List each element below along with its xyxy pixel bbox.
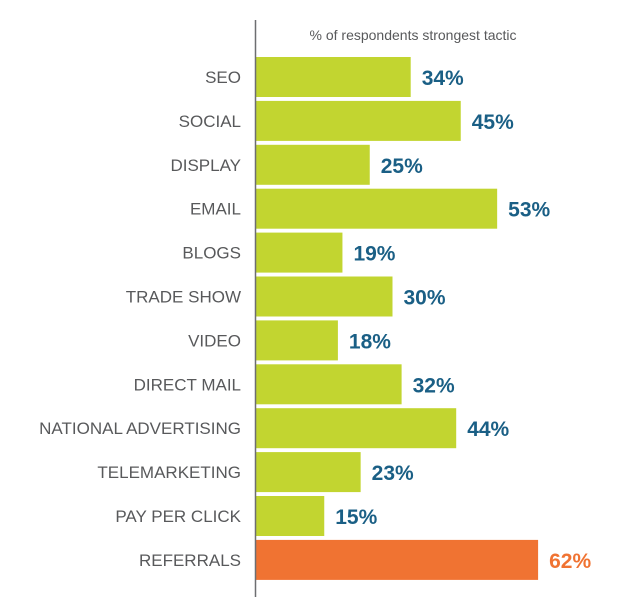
category-label-social: SOCIAL [179, 112, 241, 131]
category-label-seo: SEO [205, 68, 241, 87]
value-label-national-advertising: 44% [467, 418, 509, 441]
bar-pay-per-click [256, 496, 325, 536]
bar-social [256, 100, 461, 141]
category-label-trade-show: TRADE SHOW [126, 288, 241, 307]
chart-subtitle: % of respondents strongest tactic [310, 27, 517, 43]
value-label-trade-show: 30% [404, 287, 446, 310]
value-label-referrals: 62% [549, 550, 591, 573]
category-label-direct-mail: DIRECT MAIL [134, 375, 241, 394]
value-label-telemarketing: 23% [372, 462, 414, 485]
bars-group [256, 57, 539, 580]
value-label-seo: 34% [422, 67, 464, 90]
bar-seo [256, 57, 411, 97]
bar-direct-mail [256, 364, 402, 405]
category-label-video: VIDEO [188, 331, 241, 350]
category-label-email: EMAIL [190, 200, 241, 219]
bar-referrals [256, 539, 539, 580]
category-label-blogs: BLOGS [182, 244, 241, 263]
value-label-direct-mail: 32% [413, 374, 455, 397]
category-label-telemarketing: TELEMARKETING [97, 463, 241, 482]
bar-telemarketing [256, 452, 361, 493]
bar-trade-show [256, 276, 393, 317]
value-label-blogs: 19% [353, 243, 395, 266]
bar-display [256, 144, 370, 185]
value-label-pay-per-click: 15% [335, 506, 377, 529]
value-labels-group: 34% 45% 25% 53% 19% 30% 18% 32% 44% 23% 15% 62% [335, 67, 591, 573]
bar-blogs [256, 232, 343, 273]
value-label-video: 18% [349, 330, 391, 353]
category-label-national-advertising: NATIONAL ADVERTISING [39, 419, 241, 438]
category-labels-group: SEO SOCIAL DISPLAY EMAIL BLOGS TRADE SHOW VIDE… [39, 68, 241, 570]
category-label-display: DISPLAY [170, 156, 241, 175]
bar-national-advertising [256, 408, 457, 449]
bar-email [256, 188, 498, 229]
value-label-display: 25% [381, 155, 423, 178]
value-label-email: 53% [508, 199, 550, 222]
value-label-social: 45% [472, 111, 514, 134]
category-label-referrals: REFERRALS [139, 551, 241, 570]
category-label-pay-per-click: PAY PER CLICK [115, 507, 241, 526]
bar-video [256, 320, 338, 361]
